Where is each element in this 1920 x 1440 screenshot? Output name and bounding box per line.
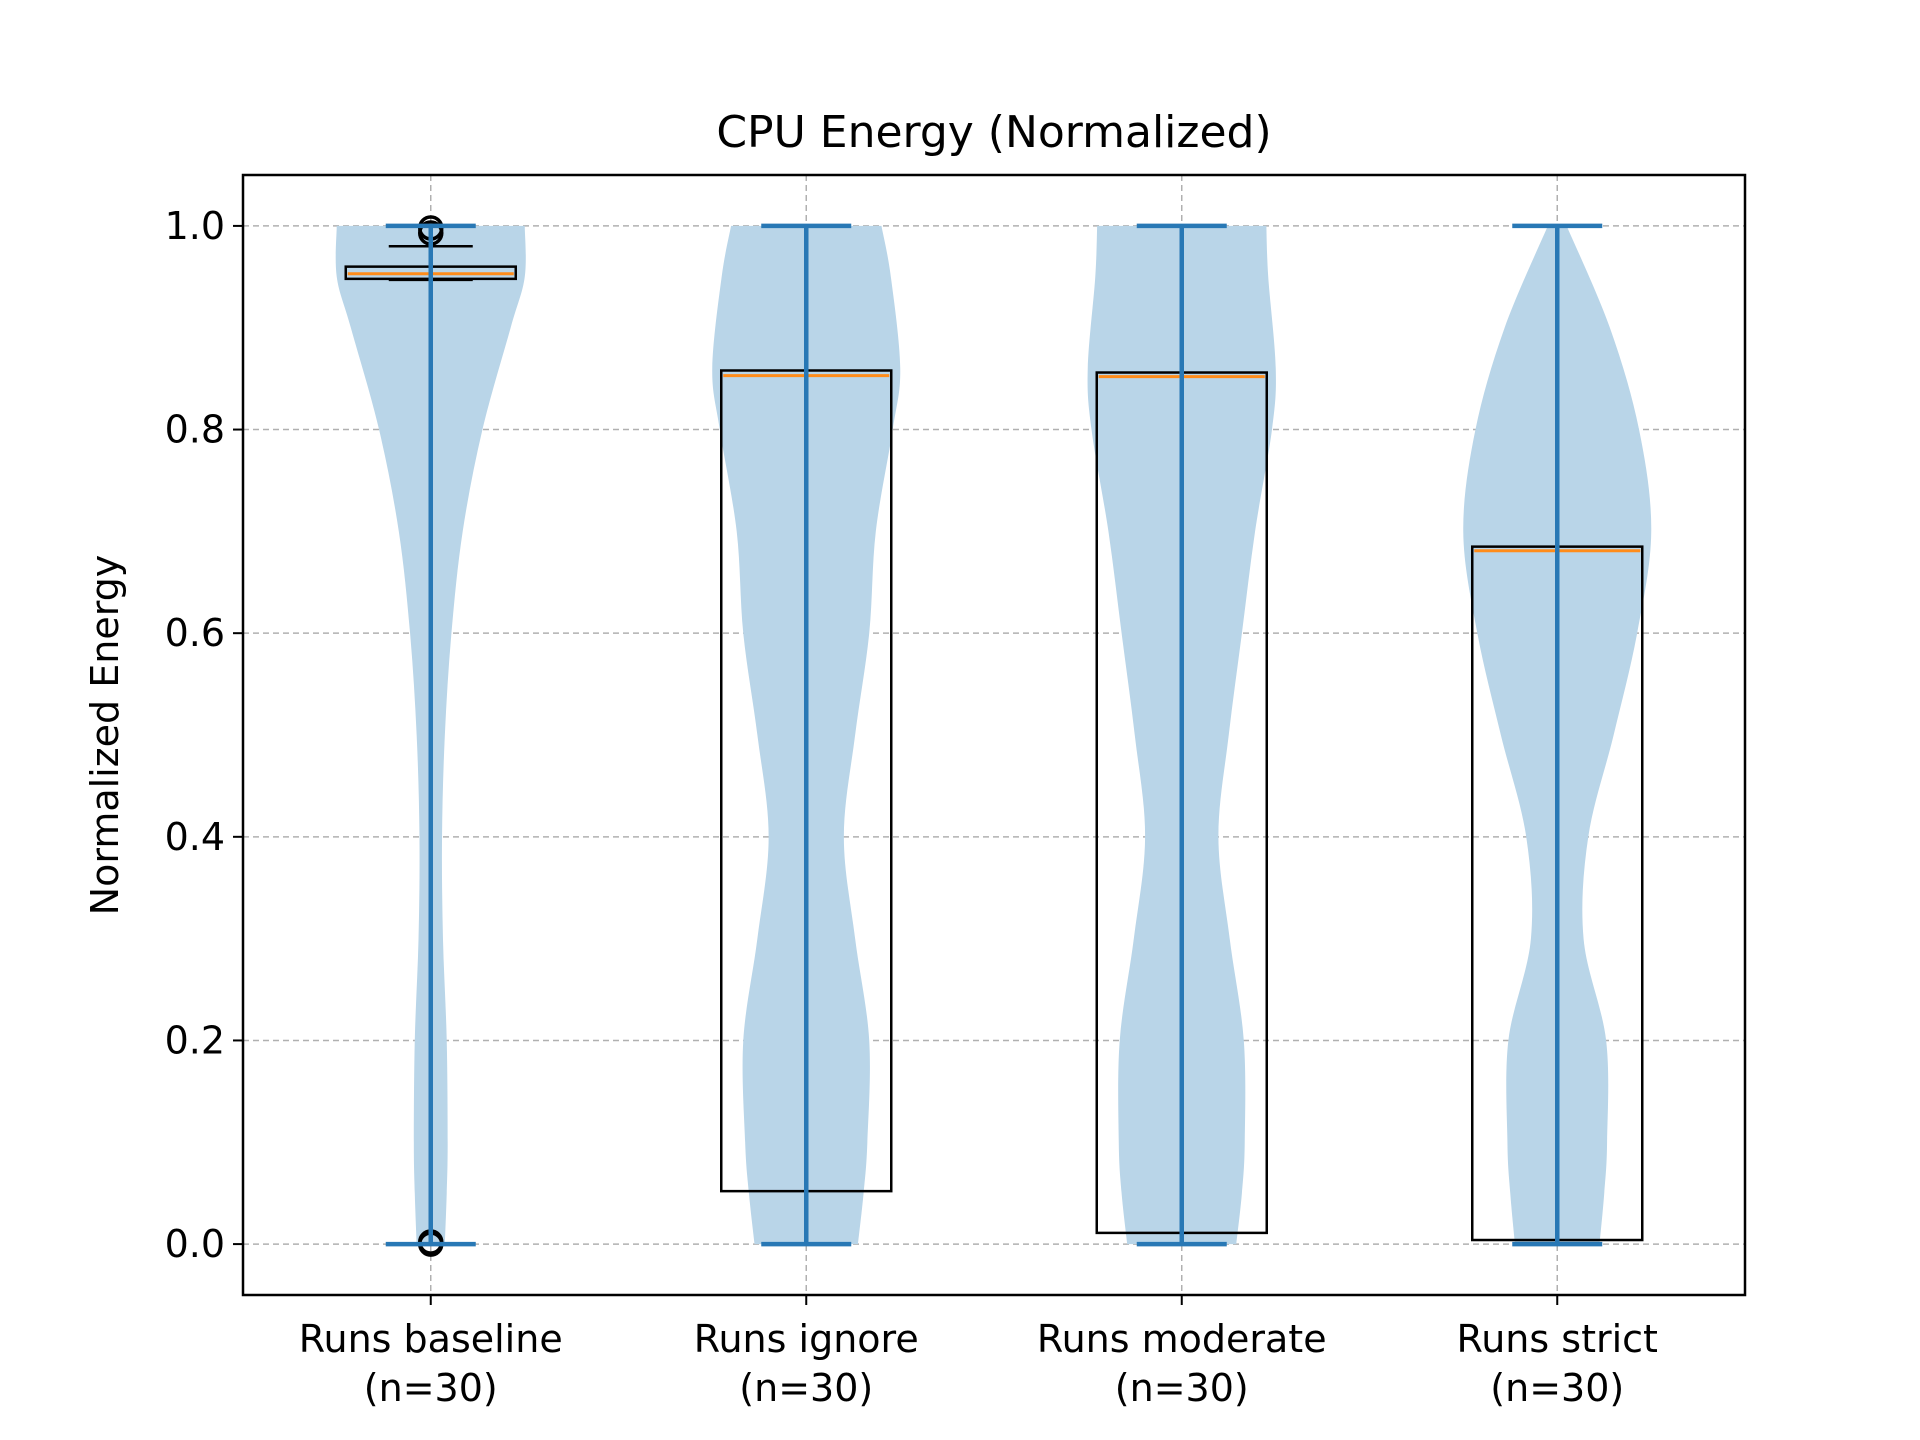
x-tick-sublabel: (n=30) bbox=[364, 1366, 498, 1410]
boxplots bbox=[344, 215, 1644, 1257]
x-tick-sublabel: (n=30) bbox=[739, 1366, 873, 1410]
x-tick-label: Runs baseline bbox=[299, 1317, 563, 1361]
y-tick-label: 0.2 bbox=[165, 1018, 225, 1062]
y-tick-label: 0.0 bbox=[165, 1222, 225, 1266]
y-tick-label: 0.4 bbox=[165, 815, 225, 859]
axis-ticks: 0.0 0.2 0.4 0.6 0.8 1.0 Runs baseline (n=30) Run… bbox=[165, 204, 1658, 1410]
plot-area-frame bbox=[241, 173, 1747, 1297]
y-tick-label: 0.6 bbox=[165, 611, 225, 655]
violins bbox=[335, 225, 1652, 1245]
x-tick-label: Runs moderate bbox=[1037, 1317, 1327, 1361]
y-tick-label: 1.0 bbox=[165, 204, 225, 248]
x-tick-sublabel: (n=30) bbox=[1490, 1366, 1624, 1410]
y-tick-label: 0.8 bbox=[165, 408, 225, 452]
x-tick-sublabel: (n=30) bbox=[1115, 1366, 1249, 1410]
x-tick-label: Runs strict bbox=[1457, 1317, 1658, 1361]
y-axis-label: Normalized Energy bbox=[83, 555, 127, 916]
chart-title: CPU Energy (Normalized) bbox=[716, 107, 1271, 158]
x-tick-label: Runs ignore bbox=[694, 1317, 919, 1361]
